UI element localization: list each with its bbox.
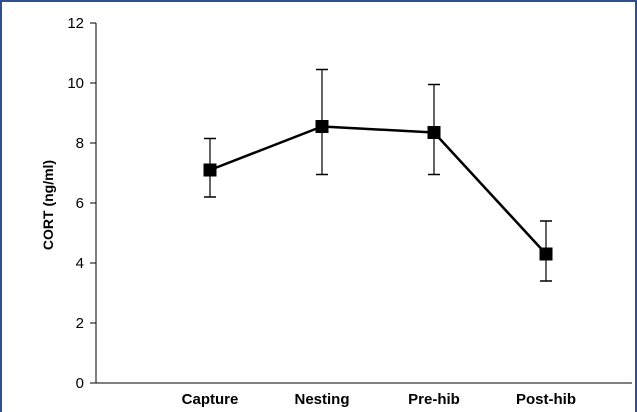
series-line [209,125,547,255]
series-cort [203,68,553,282]
data-point-1 [315,120,329,133]
y-tick-label-12: 12 [67,15,84,32]
x-tick-label-post-hib: Post-hib [516,391,576,408]
y-tick-label-0: 0 [76,375,84,392]
y-tick-label-4: 4 [76,255,84,272]
y-tick-label-8: 8 [76,135,84,152]
x-tick-label-pre-hib: Pre-hib [408,391,460,408]
y-tick-label-2: 2 [76,315,84,332]
data-point-2 [427,126,441,139]
y-tick-label-10: 10 [67,75,84,92]
y-axis-title: CORT (ng/ml) [40,160,56,250]
x-axis: Capture Nesting Pre-hib Post-hib [96,382,632,408]
x-tick-label-nesting: Nesting [294,391,349,408]
x-tick-label-capture: Capture [182,391,239,408]
y-tick-label-6: 6 [76,195,84,212]
y-axis: 0 2 4 6 8 10 12 [67,15,97,392]
data-point-0 [203,163,217,177]
data-point-3 [539,247,553,261]
